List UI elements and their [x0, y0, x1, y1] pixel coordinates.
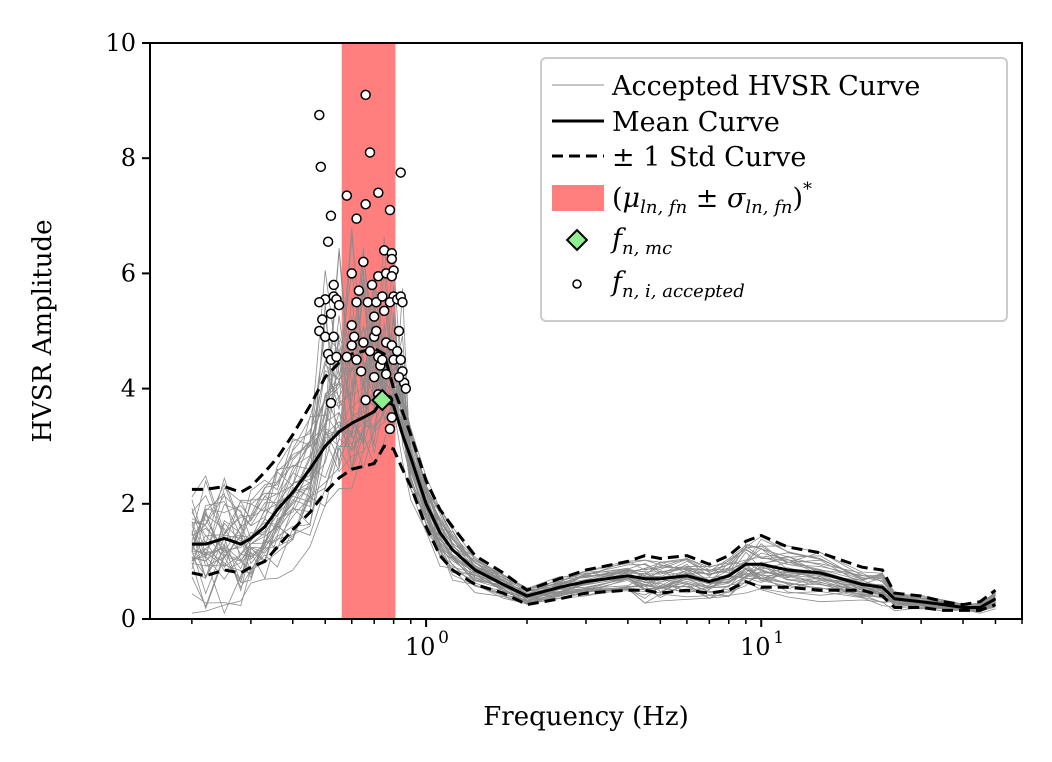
- accepted-curve: [191, 302, 996, 611]
- accepted-peak-point: [317, 314, 328, 325]
- legend-mc-label: fn, mc: [610, 224, 672, 259]
- accepted-peak-point: [346, 268, 358, 279]
- accepted-curve: [191, 248, 996, 608]
- accepted-peak-point: [395, 354, 406, 366]
- legend-box: [540, 57, 1008, 322]
- accepted-peak-point: [325, 397, 337, 409]
- y-axis-label: HVSR Amplitude: [28, 219, 58, 442]
- accepted-curve: [191, 278, 996, 611]
- accepted-peak-point: [364, 345, 376, 357]
- accepted-peak-point: [377, 291, 388, 302]
- statistics-curves-layer: [191, 346, 997, 612]
- legend: Accepted HVSR Curve Mean Curve ± 1 Std C…: [540, 57, 1008, 322]
- accepted-peak-point: [364, 147, 376, 158]
- mean-curve: [191, 394, 997, 609]
- accepted-curve: [191, 236, 996, 610]
- accepted-peak-point: [341, 351, 353, 363]
- accepted-curve: [191, 301, 996, 614]
- accepted-peak-point: [384, 423, 396, 435]
- accepted-curve: [191, 270, 996, 607]
- accepted-peak-point: [331, 351, 342, 363]
- x-tick-label: 10: [405, 633, 436, 661]
- accepted-peak-point: [351, 354, 362, 366]
- accepted-peak-point: [355, 366, 367, 377]
- accepted-peak-point: [328, 331, 339, 343]
- accepted-peak-point: [341, 190, 353, 201]
- x-tick-exponent: 0: [438, 628, 449, 648]
- accepted-peak-point: [360, 199, 371, 210]
- y-tick-label: 4: [121, 375, 136, 403]
- accepted-peak-point: [328, 279, 339, 291]
- accepted-peak-point: [393, 325, 405, 337]
- accepted-peak-point: [371, 325, 382, 337]
- accepted-peak-point: [348, 331, 360, 343]
- y-tick-label: 2: [121, 490, 136, 518]
- legend-band-swatch: [552, 185, 604, 211]
- accepted-peak-point: [358, 256, 369, 268]
- accepted-peak-point: [366, 279, 378, 291]
- accepted-peak-point: [386, 271, 398, 282]
- accepted-peak-point: [358, 337, 369, 348]
- accepted-peak-point: [319, 331, 331, 343]
- accepted-peak-point: [325, 210, 337, 222]
- accepted-peak-point: [386, 412, 398, 423]
- accepted-curve: [191, 250, 996, 610]
- legend-mean-label: Mean Curve: [612, 107, 780, 138]
- std-lower-curve: [191, 444, 997, 612]
- accepted-peak-point: [351, 213, 362, 224]
- accepted-peak-point: [362, 296, 374, 308]
- accepted-curve: [191, 315, 996, 610]
- accepted-peak-point: [360, 89, 371, 101]
- accepted-peak-point: [333, 299, 345, 311]
- accepted-peak-point: [360, 394, 371, 406]
- legend-mc-swatch: [565, 228, 589, 252]
- y-tick-label: 6: [121, 259, 136, 287]
- accepted-peak-point: [351, 296, 362, 308]
- accepted-curve: [191, 332, 996, 609]
- accepted-peak-point: [377, 354, 388, 366]
- y-tick-label: 10: [105, 29, 136, 57]
- accepted-peak-point: [314, 109, 325, 121]
- legend-peaks-swatch: [572, 279, 582, 289]
- accepted-peak-point: [322, 236, 334, 247]
- y-tick-label: 8: [121, 144, 136, 172]
- y-tick-label: 0: [121, 605, 136, 633]
- accepted-peak-point: [380, 368, 392, 380]
- accepted-peak-point: [373, 187, 384, 199]
- accepted-peak-point: [353, 285, 365, 296]
- markers-layer: [314, 89, 412, 435]
- accepted-peak-point: [397, 296, 408, 308]
- accepted-peak-point: [400, 383, 412, 394]
- accepted-curve: [191, 303, 996, 611]
- accepted-peak-point: [346, 340, 358, 351]
- x-tick-label: 10: [740, 633, 771, 661]
- accepted-peak-point: [391, 345, 403, 357]
- accepted-peak-point: [378, 305, 390, 317]
- accepted-peak-point: [314, 296, 325, 308]
- accepted-peak-point: [346, 319, 358, 331]
- legend-std-label: ± 1 Std Curve: [612, 142, 806, 173]
- accepted-peak-point: [395, 167, 406, 178]
- mc-point: [370, 388, 394, 412]
- accepted-peak-point: [384, 204, 396, 216]
- accepted-peak-point: [386, 253, 398, 265]
- x-tick-exponent: 1: [773, 628, 784, 648]
- accepted-curve: [191, 287, 996, 606]
- legend-accepted-label: Accepted HVSR Curve: [611, 71, 920, 102]
- accepted-peak-point: [325, 308, 337, 319]
- accepted-peak-point: [393, 371, 405, 383]
- x-axis-label: Frequency (Hz): [483, 702, 689, 732]
- accepted-peak-point: [368, 371, 380, 383]
- accepted-peak-point: [315, 161, 327, 173]
- accepted-curve: [191, 290, 996, 613]
- accepted-curve: [191, 401, 996, 613]
- accepted-peak-point: [368, 311, 380, 322]
